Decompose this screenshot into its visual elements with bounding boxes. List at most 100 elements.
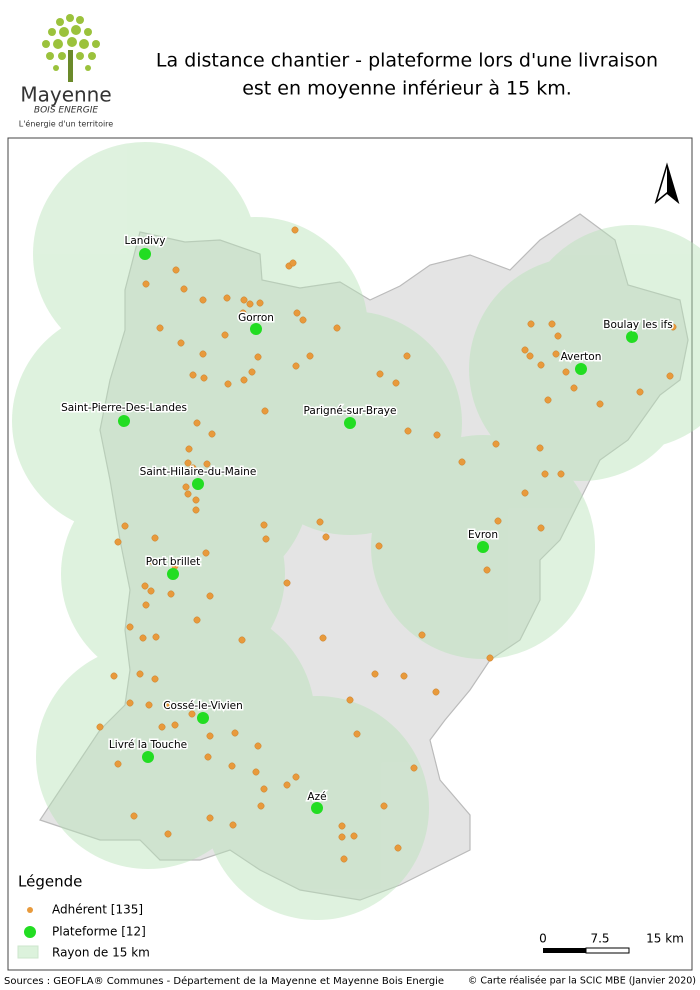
- member: [185, 445, 193, 453]
- platform-label: Landivy: [125, 235, 166, 247]
- platform: [477, 541, 489, 553]
- logo-tagline: L'énergie d'un territoire: [19, 119, 114, 129]
- scale-label: 15 km: [646, 932, 684, 946]
- member: [292, 362, 300, 370]
- member: [192, 496, 200, 504]
- platform-label: Evron: [468, 529, 498, 541]
- member: [256, 299, 264, 307]
- member: [228, 762, 236, 770]
- member: [114, 760, 122, 768]
- member: [240, 376, 248, 384]
- member: [192, 506, 200, 514]
- member: [299, 316, 307, 324]
- member: [486, 654, 494, 662]
- member: [292, 773, 300, 781]
- legend-radius-symbol: [17, 945, 39, 959]
- member: [114, 538, 122, 546]
- member: [283, 781, 291, 789]
- platform-label: Cossé-le-Vivien: [163, 700, 243, 712]
- member: [151, 675, 159, 683]
- platform: [311, 802, 323, 814]
- member: [544, 396, 552, 404]
- member: [562, 368, 570, 376]
- logo-sub: BOIS ENERGIE: [34, 106, 98, 116]
- member: [110, 672, 118, 680]
- map: Landivy Gorron Boulay les ifs Averton Saint-…: [12, 142, 700, 920]
- member: [260, 785, 268, 793]
- platform-label: Saint-Hilaire-du-Maine: [140, 466, 257, 478]
- member: [371, 670, 379, 678]
- member: [172, 266, 180, 274]
- member: [188, 710, 196, 718]
- member: [262, 535, 270, 543]
- member: [319, 634, 327, 642]
- platform-label: Gorron: [238, 312, 274, 324]
- platforms: Landivy Gorron Boulay les ifs Averton Saint-…: [60, 234, 674, 814]
- member: [151, 534, 159, 542]
- title-line: La distance chantier - plateforme lors d…: [156, 50, 658, 72]
- member: [596, 400, 604, 408]
- member: [193, 616, 201, 624]
- member: [252, 768, 260, 776]
- department: [39, 213, 689, 901]
- platform-label: Parigné-sur-Braye: [304, 405, 397, 417]
- member: [204, 753, 212, 761]
- member: [141, 582, 149, 590]
- member: [541, 470, 549, 478]
- member: [221, 331, 229, 339]
- member: [289, 259, 297, 267]
- platform-label: Livré la Touche: [109, 739, 187, 751]
- member: [142, 280, 150, 288]
- member: [203, 460, 211, 468]
- member: [410, 764, 418, 772]
- member: [231, 729, 239, 737]
- member: [353, 730, 361, 738]
- member: [126, 623, 134, 631]
- platform: [142, 751, 154, 763]
- member: [557, 470, 565, 478]
- member: [570, 384, 578, 392]
- platform-label: Boulay les ifs: [603, 319, 672, 331]
- members: [96, 226, 677, 863]
- member: [376, 370, 384, 378]
- member: [552, 350, 560, 358]
- member: [291, 226, 299, 234]
- scale-label: 7.5: [590, 932, 609, 946]
- member: [350, 832, 358, 840]
- scale-label: 0: [539, 932, 547, 946]
- member: [669, 323, 677, 331]
- platform: [139, 248, 151, 260]
- member: [193, 419, 201, 427]
- member: [293, 309, 301, 317]
- member: [189, 371, 197, 379]
- legend-item: Plateforme [12]: [52, 925, 146, 939]
- member: [167, 590, 175, 598]
- member: [121, 522, 129, 530]
- member: [202, 549, 210, 557]
- member: [177, 339, 185, 347]
- member: [199, 296, 207, 304]
- member: [400, 672, 408, 680]
- member: [536, 444, 544, 452]
- member: [666, 372, 674, 380]
- member: [139, 634, 147, 642]
- member: [492, 440, 500, 448]
- scale-bar: 0 7.5 15 km: [539, 932, 684, 954]
- member: [145, 701, 153, 709]
- member: [206, 814, 214, 822]
- member: [184, 459, 192, 467]
- member: [483, 566, 491, 574]
- member: [537, 524, 545, 532]
- member: [537, 361, 545, 369]
- member: [206, 732, 214, 740]
- member: [189, 464, 197, 472]
- member: [403, 352, 411, 360]
- member: [223, 294, 231, 302]
- legend-member-symbol: [27, 907, 33, 913]
- member: [239, 309, 247, 317]
- member: [636, 388, 644, 396]
- member: [548, 320, 556, 328]
- logo-name: Mayenne: [20, 83, 111, 107]
- member: [494, 517, 502, 525]
- member: [208, 430, 216, 438]
